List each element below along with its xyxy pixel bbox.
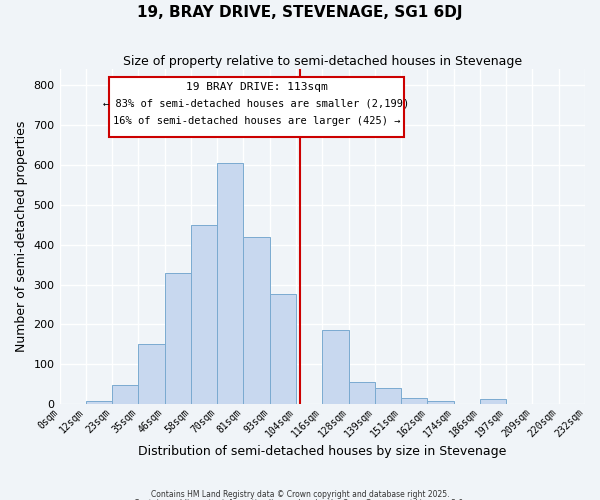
Bar — [244, 236, 270, 404]
Text: 19, BRAY DRIVE, STEVENAGE, SG1 6DJ: 19, BRAY DRIVE, STEVENAGE, SG1 6DJ — [137, 5, 463, 20]
FancyBboxPatch shape — [109, 77, 404, 137]
Bar — [375, 388, 401, 404]
Bar — [322, 330, 349, 404]
Text: Contains public sector information licensed under the Open Government Licence v3: Contains public sector information licen… — [134, 498, 466, 500]
Bar — [191, 224, 217, 404]
Y-axis label: Number of semi-detached properties: Number of semi-detached properties — [15, 121, 28, 352]
Bar — [270, 294, 296, 404]
Bar — [86, 402, 112, 404]
Text: 16% of semi-detached houses are larger (425) →: 16% of semi-detached houses are larger (… — [113, 116, 400, 126]
Bar — [164, 272, 191, 404]
Title: Size of property relative to semi-detached houses in Stevenage: Size of property relative to semi-detach… — [123, 55, 522, 68]
Bar — [112, 386, 139, 404]
Bar — [139, 344, 164, 404]
Bar — [349, 382, 375, 404]
Bar — [217, 163, 244, 404]
Text: ← 83% of semi-detached houses are smaller (2,199): ← 83% of semi-detached houses are smalle… — [103, 99, 410, 109]
Text: 19 BRAY DRIVE: 113sqm: 19 BRAY DRIVE: 113sqm — [186, 82, 328, 92]
X-axis label: Distribution of semi-detached houses by size in Stevenage: Distribution of semi-detached houses by … — [138, 444, 506, 458]
Bar — [480, 400, 506, 404]
Bar — [401, 398, 427, 404]
Text: Contains HM Land Registry data © Crown copyright and database right 2025.: Contains HM Land Registry data © Crown c… — [151, 490, 449, 499]
Bar — [427, 402, 454, 404]
